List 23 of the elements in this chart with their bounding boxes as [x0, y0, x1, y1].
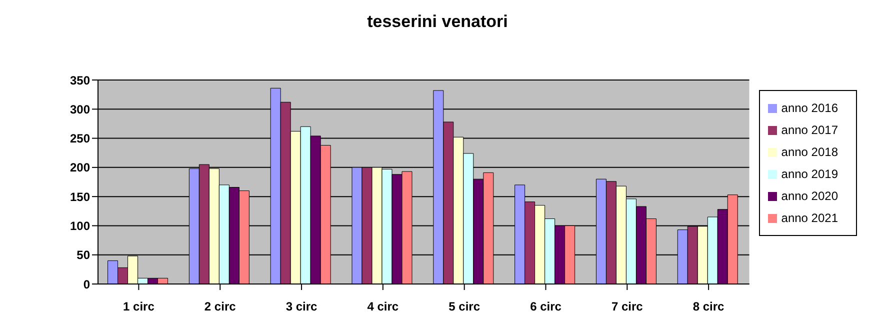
legend-label: anno 2017 [781, 123, 838, 137]
x-tick-label: 3 circ [286, 300, 318, 314]
x-tick-label: 8 circ [692, 300, 725, 314]
x-tick-label: 4 circ [367, 300, 399, 314]
y-tick-label: 0 [83, 277, 90, 292]
x-tick-label: 1 circ [123, 300, 155, 314]
legend-label: anno 2018 [781, 145, 838, 159]
x-tick-label: 6 circ [530, 300, 562, 314]
y-tick-label: 300 [70, 102, 90, 116]
y-tick-label: 150 [70, 190, 90, 204]
y-tick-label: 100 [70, 218, 90, 233]
y-tick-label: 50 [76, 248, 90, 262]
legend-label: anno 2019 [781, 167, 838, 181]
legend-label: anno 2016 [781, 101, 838, 115]
x-tick-label: 5 circ [448, 300, 480, 314]
legend-label: anno 2020 [781, 189, 838, 203]
y-tick-label: 350 [70, 73, 90, 88]
legend-label: anno 2021 [781, 211, 838, 225]
y-tick-label: 200 [70, 160, 90, 175]
y-tick-label: 250 [70, 132, 90, 146]
x-tick-label: 2 circ [204, 300, 236, 314]
x-tick-label: 7 circ [611, 300, 644, 314]
chart-title: tesserini venatori [366, 12, 509, 32]
